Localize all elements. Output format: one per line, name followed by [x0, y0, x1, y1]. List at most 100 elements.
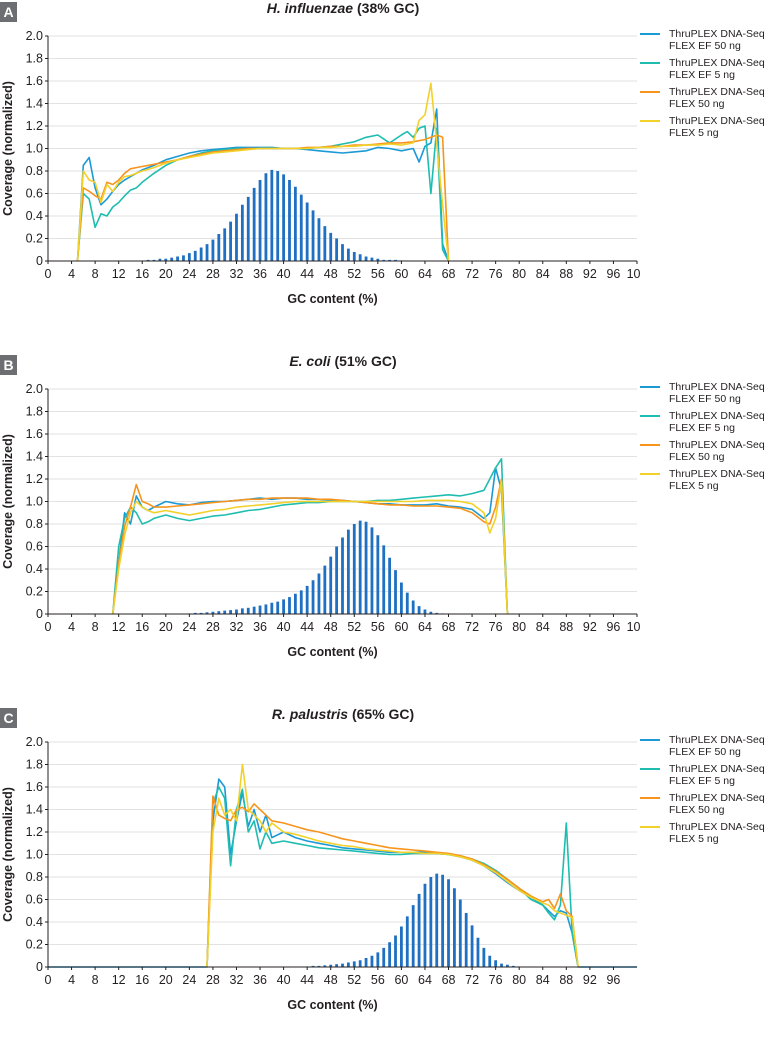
histogram-bar	[400, 926, 403, 967]
x-tick-label: 4	[68, 973, 75, 987]
histogram-bar	[382, 259, 386, 261]
histogram-bar	[217, 611, 221, 614]
histogram-bar	[394, 935, 397, 967]
x-tick-label: 96	[606, 267, 620, 281]
histogram-bar	[323, 565, 327, 614]
legend-label: ThruPLEX DNA-Seq FLEX EF 5 ng	[669, 763, 765, 787]
chart-panel-c: C R. palustris (65% GC) 0 0.2 0.4 0.6 0.8 1.0…	[0, 706, 772, 1046]
panel-label: C	[0, 708, 17, 728]
histogram-bar	[405, 592, 409, 614]
histogram-bar	[335, 238, 339, 261]
legend-label: ThruPLEX DNA-Seq FLEX EF 50 ng	[669, 734, 765, 758]
legend-item: ThruPLEX DNA-Seq FLEX EF 5 ng	[640, 57, 772, 83]
histogram-bar	[193, 250, 197, 261]
legend: ThruPLEX DNA-Seq FLEX EF 50 ng ThruPLEX …	[640, 734, 772, 850]
y-tick-label: 2.0	[26, 382, 43, 396]
legend-item: ThruPLEX DNA-Seq FLEX EF 5 ng	[640, 763, 772, 789]
x-tick-label: 28	[206, 620, 220, 634]
histogram-bar	[429, 611, 433, 614]
x-tick-label: 20	[159, 973, 173, 987]
histogram-bar	[329, 556, 333, 614]
x-tick-label: 28	[206, 267, 220, 281]
histogram-bar	[246, 607, 250, 614]
histogram-bar	[370, 257, 374, 261]
histogram-bar	[488, 955, 492, 967]
histogram-bar	[417, 606, 421, 614]
x-tick-label: 4	[68, 620, 75, 634]
y-tick-label: 0.2	[26, 938, 43, 952]
histogram-bar	[288, 597, 291, 614]
legend-swatch	[640, 797, 660, 799]
series-line	[112, 480, 509, 615]
x-tick-label: 48	[324, 267, 338, 281]
histogram-bar	[217, 234, 221, 261]
y-tick-label: 0.8	[26, 517, 43, 531]
legend-item: ThruPLEX DNA-Seq FLEX 50 ng	[640, 439, 772, 465]
histogram-bar	[235, 609, 238, 614]
x-tick-label: 88	[559, 620, 573, 634]
histogram-bar	[447, 879, 450, 967]
histogram-bar	[258, 180, 262, 261]
legend: ThruPLEX DNA-Seq FLEX EF 50 ng ThruPLEX …	[640, 381, 772, 497]
chart-title: R. palustris (65% GC)	[48, 706, 638, 722]
x-axis-label: GC content (%)	[287, 292, 377, 306]
x-tick-label: 28	[206, 973, 220, 987]
y-tick-label: 1.0	[26, 848, 43, 862]
y-axis-label: Coverage (normalized)	[1, 81, 15, 216]
legend-item: ThruPLEX DNA-Seq FLEX 50 ng	[640, 792, 772, 818]
chart-panel-b: B E. coli (51% GC) 0 0.2 0.4 0.6 0.8 1.0 1.2 1.…	[0, 353, 772, 693]
x-tick-label: 68	[442, 267, 456, 281]
series-line	[206, 795, 579, 968]
legend-swatch	[640, 415, 660, 417]
histogram-bar	[223, 610, 227, 614]
x-tick-label: 48	[324, 973, 338, 987]
x-tick-label: 20	[159, 620, 173, 634]
histogram-bar	[299, 194, 303, 261]
x-tick-label: 68	[442, 973, 456, 987]
histogram-bar	[252, 187, 256, 261]
x-tick-label: 100	[627, 620, 640, 634]
histogram-bar	[364, 521, 368, 614]
y-tick-label: 1.6	[26, 74, 43, 88]
series-line	[112, 467, 509, 615]
panel-label: B	[0, 355, 17, 375]
x-tick-label: 8	[92, 973, 99, 987]
y-tick-label: 2.0	[26, 735, 43, 749]
legend-item: ThruPLEX DNA-Seq FLEX 5 ng	[640, 468, 772, 494]
y-axis-label: Coverage (normalized)	[1, 434, 15, 569]
histogram-bar	[382, 947, 386, 967]
histogram-bar	[388, 557, 392, 614]
x-tick-label: 52	[347, 620, 361, 634]
series-line	[76, 82, 450, 262]
series-line	[48, 778, 637, 968]
x-tick-label: 40	[277, 973, 291, 987]
legend-item: ThruPLEX DNA-Seq FLEX 5 ng	[640, 821, 772, 847]
y-tick-label: 1.0	[26, 495, 43, 509]
histogram-bar	[323, 965, 327, 967]
x-tick-label: 60	[394, 973, 408, 987]
histogram-bar	[494, 960, 498, 967]
x-tick-label: 20	[159, 267, 173, 281]
histogram-bar	[311, 580, 315, 614]
histogram-bar	[358, 520, 362, 614]
series-line	[206, 763, 579, 968]
histogram-bar	[270, 169, 274, 261]
y-tick-label: 0.2	[26, 232, 43, 246]
histogram-bar	[199, 612, 203, 614]
legend-label: ThruPLEX DNA-Seq FLEX EF 50 ng	[669, 381, 765, 405]
chart-title-organism: E. coli	[289, 353, 331, 369]
series-line	[206, 786, 579, 968]
x-tick-label: 64	[418, 973, 432, 987]
legend-label: ThruPLEX DNA-Seq FLEX EF 5 ng	[669, 57, 765, 81]
histogram-bar	[211, 239, 215, 261]
histogram-bar	[317, 965, 321, 967]
histogram-bar	[240, 204, 244, 261]
legend-item: ThruPLEX DNA-Seq FLEX 50 ng	[640, 86, 772, 112]
histogram-bar	[370, 955, 374, 967]
x-tick-label: 80	[512, 620, 526, 634]
legend-swatch	[640, 91, 660, 93]
legend-swatch	[640, 444, 660, 446]
histogram-bar	[376, 952, 380, 967]
histogram-bar	[346, 248, 350, 261]
histogram-bar	[376, 535, 380, 614]
